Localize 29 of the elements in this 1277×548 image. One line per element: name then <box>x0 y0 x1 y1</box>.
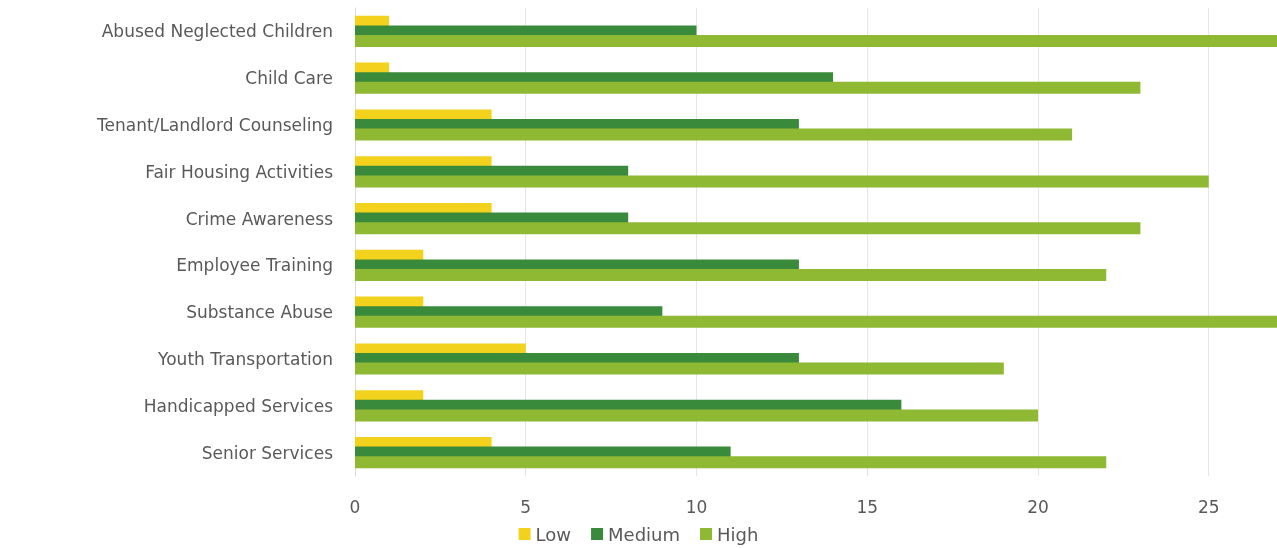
x-tick-label: 0 <box>349 496 361 517</box>
legend-label: Medium <box>608 523 681 545</box>
y-tick-label: Crime Awareness <box>185 208 334 229</box>
bar <box>355 81 1141 94</box>
bar <box>355 175 1209 188</box>
bar <box>355 456 1107 469</box>
x-tick-label: 5 <box>520 496 532 517</box>
bar <box>355 315 1277 328</box>
bar <box>355 362 1004 375</box>
y-tick-label: Child Care <box>245 68 333 89</box>
y-tick-label: Fair Housing Activities <box>145 161 334 182</box>
y-tick-label: Handicapped Services <box>143 395 334 416</box>
y-tick-label: Youth Transportation <box>157 349 333 369</box>
legend-label: Low <box>535 523 572 545</box>
x-tick-label: 25 <box>1197 496 1220 517</box>
x-tick-label: 10 <box>685 496 708 517</box>
bar <box>355 222 1141 235</box>
bar <box>355 409 1038 422</box>
y-tick-label: Tenant/Landlord Counseling <box>96 115 333 135</box>
y-tick-label: Senior Services <box>201 442 334 463</box>
y-tick-label: Substance Abuse <box>186 302 333 323</box>
bar <box>355 269 1107 281</box>
bar <box>355 128 1073 141</box>
legend-label: High <box>717 523 759 545</box>
bar <box>355 35 1277 47</box>
x-tick-label: 20 <box>1027 496 1049 517</box>
x-tick-label: 15 <box>856 496 879 517</box>
y-tick-label: Employee Training <box>176 255 333 276</box>
y-tick-label: Abused Neglected Children <box>101 21 333 42</box>
